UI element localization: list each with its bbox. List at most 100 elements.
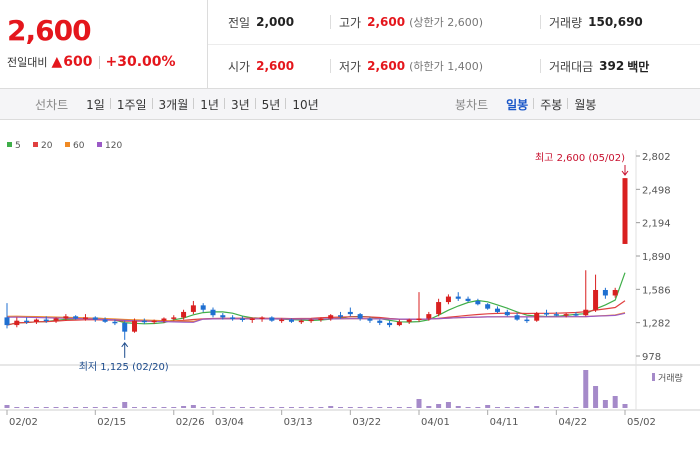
volume-bar bbox=[445, 402, 451, 408]
prev-close-cell: 전일 2,000 bbox=[228, 0, 294, 44]
prev-close-label: 전일 bbox=[228, 15, 251, 30]
volume-bar bbox=[318, 407, 324, 408]
candle-body bbox=[230, 317, 236, 319]
y-tick-label: 2,802 bbox=[642, 152, 671, 163]
volume-bar bbox=[132, 407, 138, 408]
candle-body bbox=[357, 314, 363, 319]
candle-body bbox=[367, 318, 373, 321]
volume-bar bbox=[190, 405, 196, 408]
period-3y-button[interactable]: 3년 bbox=[223, 96, 256, 113]
volume-bar bbox=[475, 407, 481, 408]
volume-bar bbox=[53, 407, 59, 408]
y-axis: 2,802 2,498 2,194 1,890 1,586 1,282 978 bbox=[636, 152, 671, 363]
chart-toolbar: 선차트 1일 1주일 3개월 1년 3년 5년 10년 봉차트 일봉 주봉 월봉 bbox=[0, 88, 700, 120]
volume-bar bbox=[230, 407, 236, 408]
volume-bar bbox=[534, 406, 540, 408]
candle-chart-label: 봉차트 bbox=[455, 97, 489, 112]
amount-unit: 백만 bbox=[627, 59, 650, 74]
candle-body bbox=[465, 298, 471, 301]
volume-bar bbox=[622, 404, 628, 408]
high-cell: 고가 2,600 (상한가 2,600) bbox=[330, 0, 483, 44]
arrow-up-icon bbox=[121, 342, 129, 358]
volume-bar bbox=[426, 406, 432, 408]
volume-bar bbox=[338, 407, 344, 408]
moving-average-line bbox=[6, 312, 626, 323]
daily-candle-tab[interactable]: 일봉 bbox=[506, 97, 529, 112]
change-row: 전일대비 ▲ 600 +30.00% bbox=[7, 54, 176, 70]
volume-bar bbox=[347, 407, 353, 408]
price-summary: 2,600 전일대비 ▲ 600 +30.00% bbox=[0, 0, 208, 88]
volume-bar bbox=[416, 399, 422, 408]
legend-swatch bbox=[7, 142, 12, 147]
candle-body bbox=[328, 315, 334, 319]
volume-bar bbox=[4, 405, 10, 408]
candle-body bbox=[151, 320, 157, 323]
candle-body bbox=[583, 309, 589, 316]
volume-bar bbox=[249, 407, 255, 408]
candle-controls: 봉차트 일봉 주봉 월봉 bbox=[455, 89, 602, 119]
monthly-candle-tab[interactable]: 월봉 bbox=[567, 96, 602, 113]
low-label: 저가 bbox=[339, 59, 362, 74]
candle-body bbox=[308, 319, 314, 322]
candle-body bbox=[298, 320, 304, 323]
amount-label: 거래대금 bbox=[549, 59, 594, 74]
candle-body bbox=[573, 314, 579, 316]
x-tick-label: 05/02 bbox=[627, 417, 656, 428]
candle-body bbox=[4, 317, 10, 326]
y-tick-label: 1,890 bbox=[642, 252, 671, 263]
period-3m-button[interactable]: 3개월 bbox=[151, 96, 195, 113]
candle-body bbox=[63, 316, 69, 319]
legend-label: 120 bbox=[105, 141, 122, 151]
volume-bar bbox=[181, 406, 187, 408]
y-tick-label: 2,194 bbox=[642, 219, 671, 230]
period-5y-button[interactable]: 5년 bbox=[254, 96, 287, 113]
candle-body bbox=[102, 319, 108, 322]
x-axis: 02/02 02/15 02/26 03/04 03/13 03/22 04/01 04/11… bbox=[6, 410, 656, 428]
candle-body bbox=[436, 302, 442, 315]
volume-bar bbox=[485, 405, 491, 408]
x-tick-label: 03/13 bbox=[284, 417, 313, 428]
volume-bar bbox=[377, 407, 383, 408]
legend-swatch bbox=[33, 142, 38, 147]
volume-bar bbox=[200, 407, 206, 408]
candle-body bbox=[318, 318, 324, 320]
candle-body bbox=[92, 317, 98, 320]
y-tick-label: 978 bbox=[642, 352, 661, 363]
volume-bar bbox=[259, 407, 265, 408]
annotations: 최고 2,600 (05/02) 최저 1,125 (02/20) bbox=[79, 152, 629, 373]
current-price: 2,600 bbox=[7, 14, 92, 47]
candle-body bbox=[406, 319, 412, 322]
candle-body bbox=[33, 319, 39, 322]
volume-bar bbox=[406, 407, 412, 408]
volume-bar bbox=[553, 407, 559, 408]
volume-bar bbox=[239, 407, 245, 408]
prev-close-value: 2,000 bbox=[256, 15, 295, 29]
candlestick-chart[interactable]: 5 20 60 120 2,802 2,498 2,194 1,890 1,586 1,282 9… bbox=[0, 120, 700, 450]
weekly-candle-tab[interactable]: 주봉 bbox=[533, 96, 568, 113]
volume-bar bbox=[612, 396, 618, 408]
volume-bar bbox=[544, 407, 550, 408]
volume-bar bbox=[14, 407, 20, 408]
period-1y-button[interactable]: 1년 bbox=[193, 96, 225, 113]
candle-body bbox=[396, 321, 402, 326]
volume-bar bbox=[122, 402, 128, 408]
x-tick-label: 04/01 bbox=[421, 417, 450, 428]
chart-legend: 5 20 60 120 bbox=[7, 141, 122, 151]
candle-body bbox=[377, 320, 383, 323]
x-tick-label: 02/26 bbox=[176, 417, 205, 428]
change-amount: 600 bbox=[63, 54, 93, 70]
period-10y-button[interactable]: 10년 bbox=[285, 96, 324, 113]
period-1w-button[interactable]: 1주일 bbox=[109, 96, 153, 113]
candle-body bbox=[475, 300, 481, 305]
period-1d-button[interactable]: 1일 bbox=[86, 97, 105, 112]
candle-body bbox=[504, 311, 510, 316]
max-price-annotation: 최고 2,600 (05/02) bbox=[535, 152, 625, 164]
legend-label: 20 bbox=[41, 141, 53, 151]
volume-bar bbox=[151, 407, 157, 408]
divider bbox=[208, 44, 700, 45]
volume-bar bbox=[298, 407, 304, 408]
candle-body bbox=[14, 320, 20, 326]
volume-bar bbox=[24, 407, 30, 408]
legend-swatch bbox=[97, 142, 102, 147]
amount-cell: 거래대금 392 백만 bbox=[539, 44, 650, 88]
